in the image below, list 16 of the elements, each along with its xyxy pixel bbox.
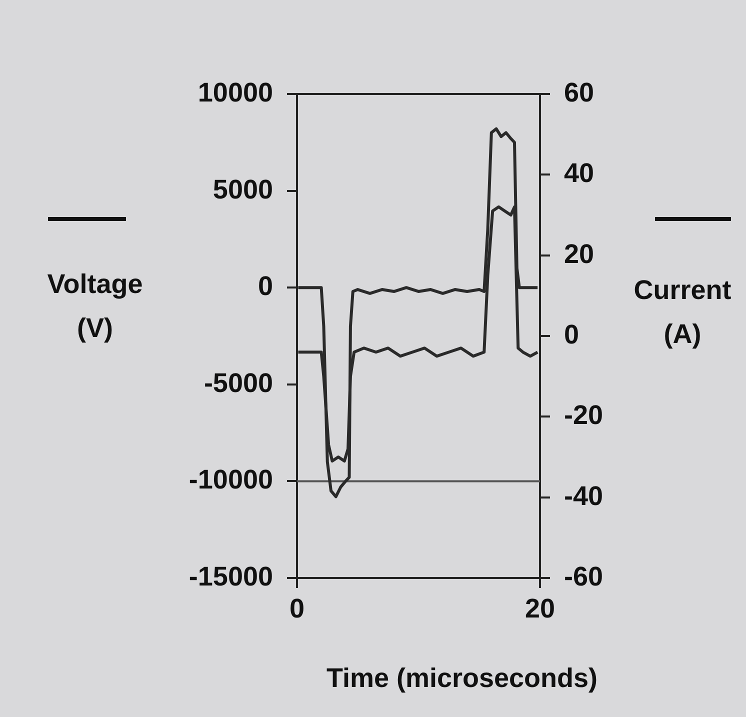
y2-tick-label: 60	[564, 77, 594, 108]
y-tick-label: 10000	[198, 77, 273, 108]
y-tick-label: 0	[258, 271, 273, 302]
y-tick-label: -15000	[188, 561, 273, 592]
y-tick-label: -5000	[204, 368, 273, 398]
y-tick-label: -10000	[188, 464, 273, 495]
y2-tick-label: -20	[564, 400, 604, 430]
y2-axis-title: Current (A)	[632, 274, 732, 351]
y2-tick-label: -60	[564, 561, 604, 592]
y-axis-title: Voltage (V)	[46, 268, 144, 345]
y2-tick-label: -40	[564, 480, 604, 511]
y2-tick-label: 0	[564, 319, 580, 350]
y2-tick-label: 20	[564, 238, 594, 269]
y-tick-label: 5000	[212, 174, 273, 204]
x-axis-title: Time (microseconds)	[325, 662, 599, 695]
y2-tick-label: 40	[564, 158, 594, 188]
